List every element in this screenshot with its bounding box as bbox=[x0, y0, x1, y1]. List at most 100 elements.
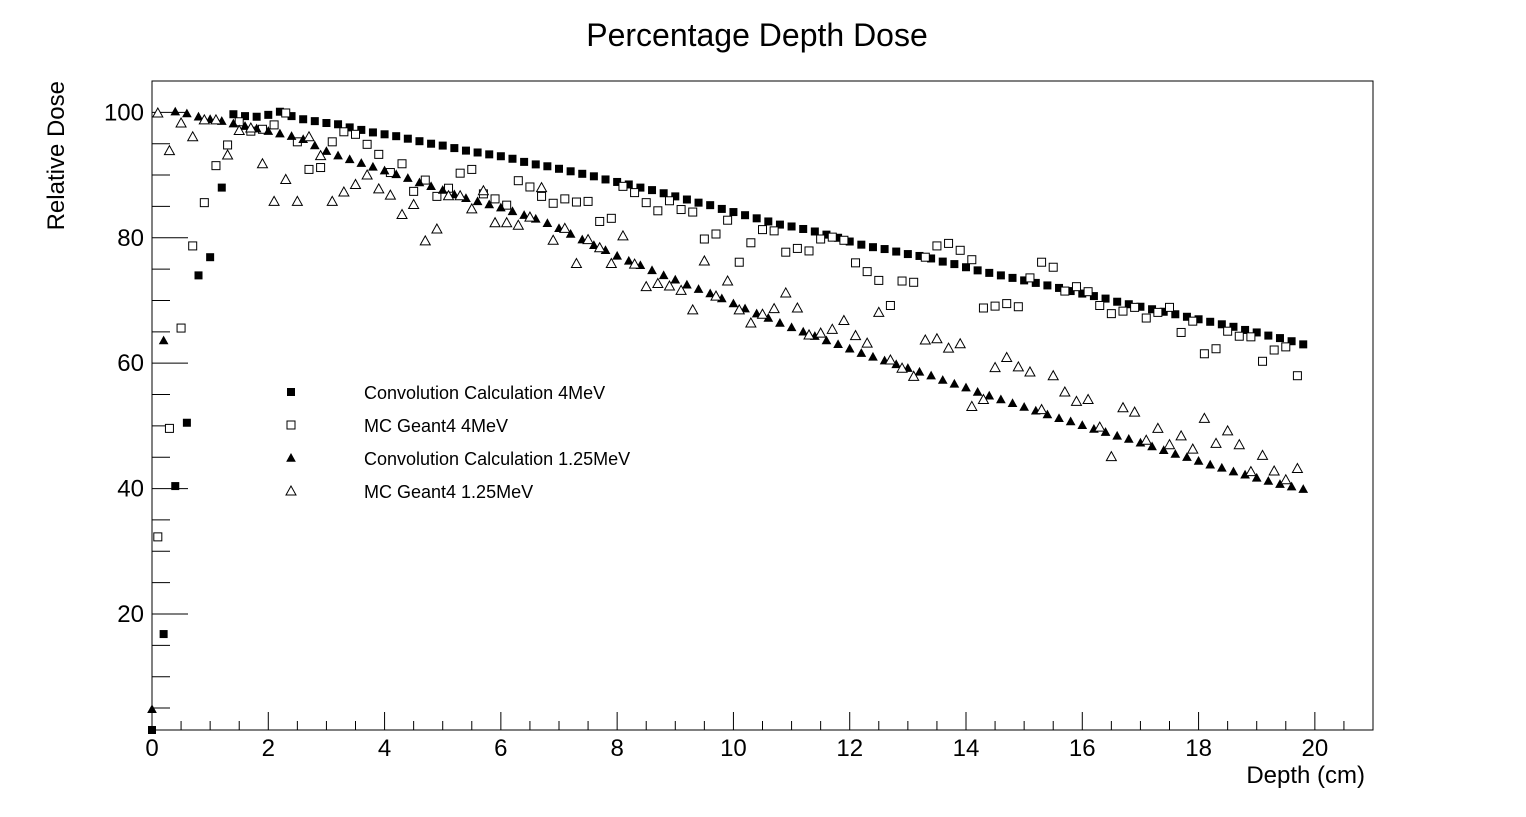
data-point bbox=[706, 201, 715, 210]
x-tick-label: 14 bbox=[953, 735, 980, 762]
data-point bbox=[682, 279, 692, 289]
data-point bbox=[653, 206, 663, 216]
data-point bbox=[379, 165, 390, 175]
data-point bbox=[751, 308, 762, 318]
data-point bbox=[664, 196, 674, 206]
data-point bbox=[310, 117, 319, 126]
data-point bbox=[686, 303, 699, 315]
data-point bbox=[427, 139, 436, 148]
data-point bbox=[299, 115, 308, 124]
data-point bbox=[682, 195, 691, 204]
data-point bbox=[862, 267, 872, 277]
data-point bbox=[1221, 424, 1234, 436]
data-point bbox=[717, 204, 726, 213]
data-point bbox=[618, 181, 628, 191]
data-point bbox=[437, 185, 448, 194]
data-point bbox=[1002, 299, 1012, 309]
series-0 bbox=[148, 107, 1308, 734]
data-point bbox=[513, 176, 523, 186]
data-point bbox=[705, 288, 716, 298]
data-point bbox=[502, 200, 512, 210]
data-point bbox=[1147, 441, 1157, 451]
data-point bbox=[723, 215, 733, 225]
data-point bbox=[465, 202, 478, 214]
data-point bbox=[415, 137, 424, 146]
data-point bbox=[821, 335, 832, 345]
data-point bbox=[752, 214, 761, 223]
data-point bbox=[628, 258, 641, 269]
data-point bbox=[356, 158, 367, 167]
data-point bbox=[164, 423, 174, 433]
data-point bbox=[175, 116, 187, 128]
data-point bbox=[1170, 449, 1181, 458]
data-point bbox=[1013, 302, 1023, 312]
data-point bbox=[1264, 331, 1273, 340]
data-point bbox=[199, 198, 209, 208]
data-point bbox=[339, 127, 349, 137]
data-point bbox=[286, 131, 297, 140]
data-point bbox=[1252, 328, 1261, 337]
data-point bbox=[926, 370, 936, 380]
data-point bbox=[1078, 289, 1087, 298]
x-tick-label: 0 bbox=[145, 735, 158, 762]
data-point bbox=[450, 144, 459, 153]
data-point bbox=[279, 173, 292, 184]
data-point bbox=[233, 124, 246, 136]
data-point bbox=[1153, 307, 1163, 317]
data-point bbox=[624, 180, 633, 189]
data-point bbox=[531, 160, 540, 169]
data-point bbox=[1043, 281, 1052, 290]
data-point bbox=[1175, 429, 1187, 441]
data-point bbox=[176, 323, 186, 333]
data-point bbox=[595, 216, 605, 226]
data-point bbox=[223, 140, 233, 150]
data-point bbox=[1292, 371, 1302, 381]
data-point bbox=[489, 216, 501, 228]
data-point bbox=[1245, 465, 1257, 477]
data-point bbox=[565, 228, 576, 238]
data-point bbox=[153, 532, 163, 542]
data-point bbox=[967, 255, 977, 265]
data-point bbox=[547, 234, 560, 245]
data-point bbox=[263, 126, 274, 135]
data-point bbox=[240, 121, 250, 130]
data-point bbox=[589, 240, 599, 249]
x-tick-label: 6 bbox=[494, 735, 507, 762]
data-point bbox=[849, 329, 862, 341]
data-point bbox=[159, 630, 168, 639]
data-point bbox=[861, 337, 874, 348]
data-point bbox=[658, 270, 669, 280]
data-point bbox=[937, 375, 948, 384]
data-point bbox=[798, 326, 809, 336]
legend-label: MC Geant4 1.25MeV bbox=[364, 482, 533, 502]
data-point bbox=[845, 237, 854, 246]
data-point bbox=[868, 243, 877, 252]
data-point bbox=[420, 175, 430, 185]
data-point bbox=[351, 129, 360, 139]
data-point bbox=[322, 119, 331, 128]
data-point bbox=[892, 247, 901, 256]
data-point bbox=[1186, 443, 1199, 454]
y-axis: 20 40 60 80 100 bbox=[104, 80, 188, 709]
data-point bbox=[955, 245, 965, 255]
data-point bbox=[1141, 313, 1151, 323]
data-point bbox=[217, 183, 226, 192]
x-tick-label: 10 bbox=[720, 735, 747, 762]
data-point bbox=[484, 199, 495, 209]
data-point bbox=[1000, 351, 1013, 363]
data-point bbox=[651, 277, 664, 289]
data-point bbox=[1037, 257, 1047, 267]
data-point bbox=[851, 258, 861, 268]
data-point bbox=[728, 298, 739, 308]
data-point bbox=[1217, 320, 1226, 329]
data-point bbox=[1035, 403, 1048, 415]
data-point bbox=[524, 211, 536, 222]
data-point bbox=[1158, 445, 1169, 455]
data-point bbox=[1065, 416, 1076, 426]
legend-marker bbox=[285, 484, 297, 496]
data-point bbox=[304, 164, 314, 174]
data-point bbox=[972, 386, 983, 396]
data-point bbox=[158, 335, 169, 345]
data-point bbox=[560, 194, 570, 204]
data-point bbox=[512, 219, 525, 230]
